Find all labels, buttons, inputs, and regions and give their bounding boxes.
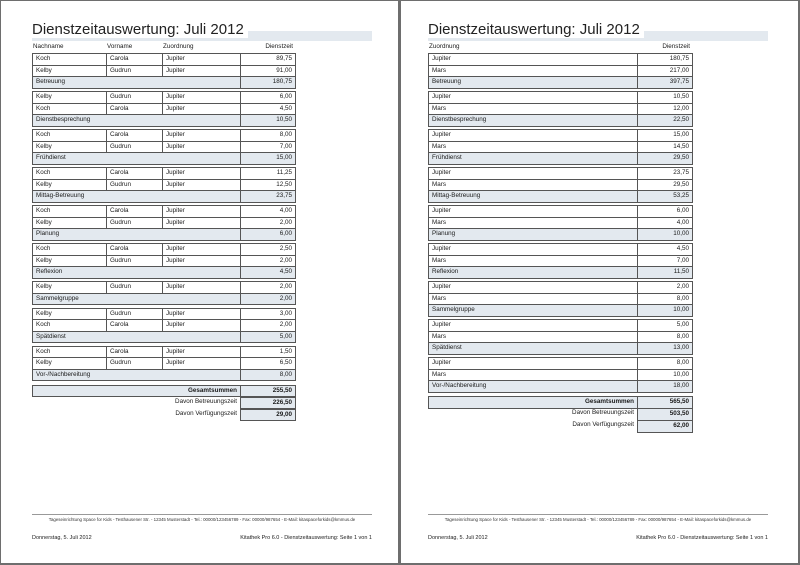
subtotal-value: 11,50	[637, 266, 693, 279]
column-header: Vorname	[107, 43, 133, 50]
footer-address: Tageseinrichtung Space for Kids - Testha…	[48, 517, 356, 522]
subtotal-value: 5,00	[240, 330, 296, 343]
footer-info: Kitathek Pro 6.0 - Dienstzeitauswertung:…	[240, 535, 372, 541]
page-right	[401, 1, 798, 563]
subtotal-value: 10,00	[637, 228, 693, 241]
column-header: Zuordnung	[429, 43, 460, 50]
subtotal-label: Reflexion	[428, 266, 638, 279]
footer-rule	[32, 514, 372, 515]
column-header: Nachname	[33, 43, 64, 50]
subtotal-value: 8,00	[240, 368, 296, 381]
subtotal-value: 180,75	[240, 76, 296, 89]
footer-info: Kitathek Pro 6.0 - Dienstzeitauswertung:…	[636, 535, 768, 541]
subtotal-label: Sammelgruppe	[32, 292, 241, 305]
subtotal-value: 22,50	[637, 114, 693, 127]
subtotal-label: Dienstbesprechung	[32, 114, 241, 127]
total-label: Davon Betreuungszeit	[175, 397, 237, 405]
subtotal-value: 397,75	[637, 76, 693, 89]
subtotal-value: 2,00	[240, 292, 296, 305]
subtotal-value: 10,50	[240, 114, 296, 127]
total-label: Davon Verfügungszeit	[572, 421, 634, 428]
subtotal-value: 53,25	[637, 190, 693, 203]
total-value: 255,50	[240, 384, 296, 397]
subtotal-value: 15,00	[240, 152, 296, 165]
total-label: Davon Verfügungszeit	[175, 409, 237, 417]
subtotal-label: Betreuung	[428, 76, 638, 89]
subtotal-label: Vor-/Nachbereitung	[32, 368, 241, 381]
footer-date: Donnerstag, 5. Juli 2012	[32, 535, 92, 541]
subtotal-label: Frühdienst	[32, 152, 241, 165]
subtotal-label: Spätdienst	[428, 342, 638, 355]
total-label: Gesamtsummen	[428, 396, 638, 409]
total-label: Gesamtsummen	[32, 384, 241, 397]
total-value: 503,50	[637, 408, 693, 421]
total-value: 62,00	[637, 420, 693, 433]
page-left	[1, 1, 398, 563]
subtotal-label: Betreuung	[32, 76, 241, 89]
column-header: Dienstzeit	[265, 43, 293, 50]
footer-date: Donnerstag, 5. Juli 2012	[428, 535, 488, 541]
subtotal-value: 10,00	[637, 304, 693, 317]
subtotal-value: 6,00	[240, 228, 296, 241]
subtotal-value: 13,00	[637, 342, 693, 355]
subtotal-label: Dienstbesprechung	[428, 114, 638, 127]
page-title: Dienstzeitauswertung: Juli 2012	[32, 22, 248, 38]
subtotal-label: Frühdienst	[428, 152, 638, 165]
subtotal-label: Planung	[32, 228, 241, 241]
subtotal-label: Reflexion	[32, 266, 241, 279]
total-label: Davon Betreuungszeit	[572, 409, 634, 416]
total-value: 29,00	[240, 408, 296, 421]
subtotal-label: Spätdienst	[32, 330, 241, 343]
subtotal-value: 18,00	[637, 380, 693, 393]
total-value: 565,50	[637, 396, 693, 409]
footer-rule	[428, 514, 768, 515]
subtotal-label: Sammelgruppe	[428, 304, 638, 317]
subtotal-value: 29,50	[637, 152, 693, 165]
subtotal-value: 4,50	[240, 266, 296, 279]
subtotal-label: Vor-/Nachbereitung	[428, 380, 638, 393]
column-header: Dienstzeit	[662, 43, 690, 50]
subtotal-label: Mittag-Betreuung	[32, 190, 241, 203]
column-header: Zuordnung	[163, 43, 194, 50]
total-value: 226,50	[240, 396, 296, 409]
subtotal-label: Planung	[428, 228, 638, 241]
subtotal-label: Mittag-Betreuung	[428, 190, 638, 203]
page-title: Dienstzeitauswertung: Juli 2012	[428, 22, 644, 38]
footer-address: Tageseinrichtung Space for Kids - Testha…	[444, 517, 752, 522]
subtotal-value: 23,75	[240, 190, 296, 203]
